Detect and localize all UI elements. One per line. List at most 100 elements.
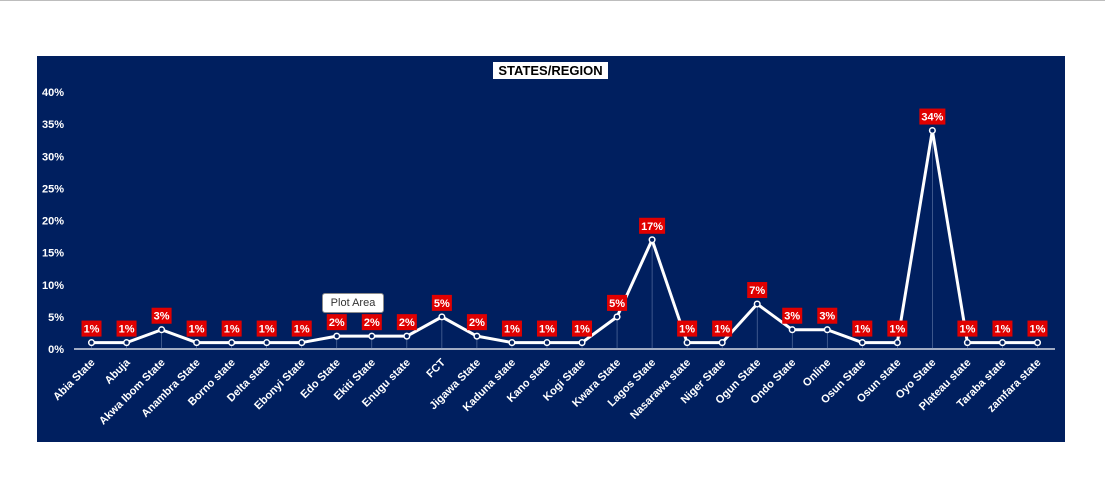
data-point[interactable] <box>123 339 131 347</box>
data-point[interactable] <box>683 339 691 347</box>
data-point[interactable] <box>823 326 831 334</box>
data-point[interactable] <box>893 339 901 347</box>
data-label: 1% <box>291 320 312 337</box>
data-label-text: 1% <box>294 324 310 336</box>
data-point[interactable] <box>718 339 726 347</box>
data-point[interactable] <box>87 339 96 347</box>
data-label-text: 1% <box>224 324 240 336</box>
data-label: 34% <box>919 108 946 125</box>
data-labels: 1% 1% 3% 1% 1% 1% 1% 2% 2% 2% 5% 2% 1% 1% 1% 5% 17% 1% 1% 7… <box>81 108 1048 337</box>
data-label-text: 2% <box>399 317 415 329</box>
x-tick-label: FCT <box>424 356 448 380</box>
data-point[interactable] <box>543 339 551 347</box>
data-label-box <box>992 320 1013 337</box>
data-label-box <box>747 282 768 299</box>
data-label-box <box>431 294 452 311</box>
data-label: 1% <box>572 320 593 337</box>
data-point[interactable] <box>473 332 481 340</box>
data-label-box <box>887 320 908 337</box>
data-label: 3% <box>151 307 172 324</box>
data-label: 17% <box>639 217 666 234</box>
data-label: 1% <box>852 320 873 337</box>
y-tick-label: 10% <box>42 280 64 292</box>
drop-lines <box>91 130 1038 349</box>
data-label-text: 1% <box>189 324 205 336</box>
data-label: 1% <box>677 320 698 337</box>
data-point[interactable] <box>298 339 306 347</box>
data-label: 1% <box>536 320 557 337</box>
data-label-box <box>466 314 487 331</box>
y-tick-label: 25% <box>42 183 64 195</box>
data-label-text: 1% <box>854 324 870 336</box>
data-label-box <box>536 320 557 337</box>
data-label: 7% <box>747 282 768 299</box>
data-label-box <box>712 320 733 337</box>
data-point[interactable] <box>613 313 621 321</box>
data-label-box <box>291 320 312 337</box>
data-label-box <box>957 320 978 337</box>
chart-area[interactable] <box>37 56 1065 442</box>
data-label-text: 1% <box>259 324 275 336</box>
data-label-text: 5% <box>609 298 625 310</box>
x-tick-label: Abia State <box>51 357 98 404</box>
data-point[interactable] <box>368 332 376 340</box>
y-tick-label: 30% <box>42 151 64 163</box>
data-point[interactable] <box>193 339 201 347</box>
data-label-text: 3% <box>784 311 800 323</box>
data-point[interactable] <box>998 339 1006 347</box>
data-point[interactable] <box>228 339 236 347</box>
data-point[interactable] <box>788 326 796 334</box>
data-label-text: 1% <box>119 324 135 336</box>
data-label: 1% <box>887 320 908 337</box>
data-label-text: 2% <box>364 317 380 329</box>
data-label-box <box>256 320 277 337</box>
data-label-text: 1% <box>714 324 730 336</box>
data-label-box <box>782 307 803 324</box>
data-point[interactable] <box>928 127 936 135</box>
data-point[interactable] <box>403 332 411 340</box>
data-label-box <box>852 320 873 337</box>
data-point[interactable] <box>333 332 341 340</box>
data-point[interactable] <box>438 313 446 321</box>
data-label-text: 34% <box>921 112 943 124</box>
data-label: 1% <box>501 320 522 337</box>
data-label-box <box>326 314 347 331</box>
data-label-text: 7% <box>749 285 765 297</box>
data-label: 1% <box>81 320 102 337</box>
data-label-text: 1% <box>574 324 590 336</box>
data-label: 3% <box>782 307 803 324</box>
data-label-box <box>1027 320 1048 337</box>
data-label-text: 1% <box>679 324 695 336</box>
data-label-box <box>151 307 172 324</box>
data-label: 1% <box>992 320 1013 337</box>
data-label-text: 1% <box>504 324 520 336</box>
data-point[interactable] <box>648 236 656 244</box>
data-point[interactable] <box>578 339 586 347</box>
x-tick-label: Abuja <box>103 356 134 387</box>
data-label-text: 3% <box>819 311 835 323</box>
data-label-box <box>81 320 102 337</box>
data-label-box <box>116 320 137 337</box>
data-point[interactable] <box>158 326 166 334</box>
x-tick-label: Nasarawa state <box>628 357 693 422</box>
data-label-box <box>361 314 382 331</box>
data-label-text: 1% <box>994 324 1010 336</box>
data-label: 1% <box>957 320 978 337</box>
data-point[interactable] <box>753 300 761 308</box>
data-point[interactable] <box>858 339 866 347</box>
y-tick-label: 0% <box>48 344 64 356</box>
y-tick-label: 40% <box>42 87 64 99</box>
chart-title: STATES/REGION <box>493 62 608 79</box>
data-point[interactable] <box>508 339 516 347</box>
data-point[interactable] <box>963 339 971 347</box>
x-tick-label: Online <box>801 357 834 390</box>
data-point[interactable] <box>263 339 271 347</box>
y-tick-label: 35% <box>42 119 64 131</box>
plot-area-tooltip: Plot Area <box>322 293 384 313</box>
data-point[interactable] <box>1033 339 1042 347</box>
data-label-text: 17% <box>641 221 663 233</box>
data-label: 5% <box>431 294 452 311</box>
data-label-box <box>677 320 698 337</box>
